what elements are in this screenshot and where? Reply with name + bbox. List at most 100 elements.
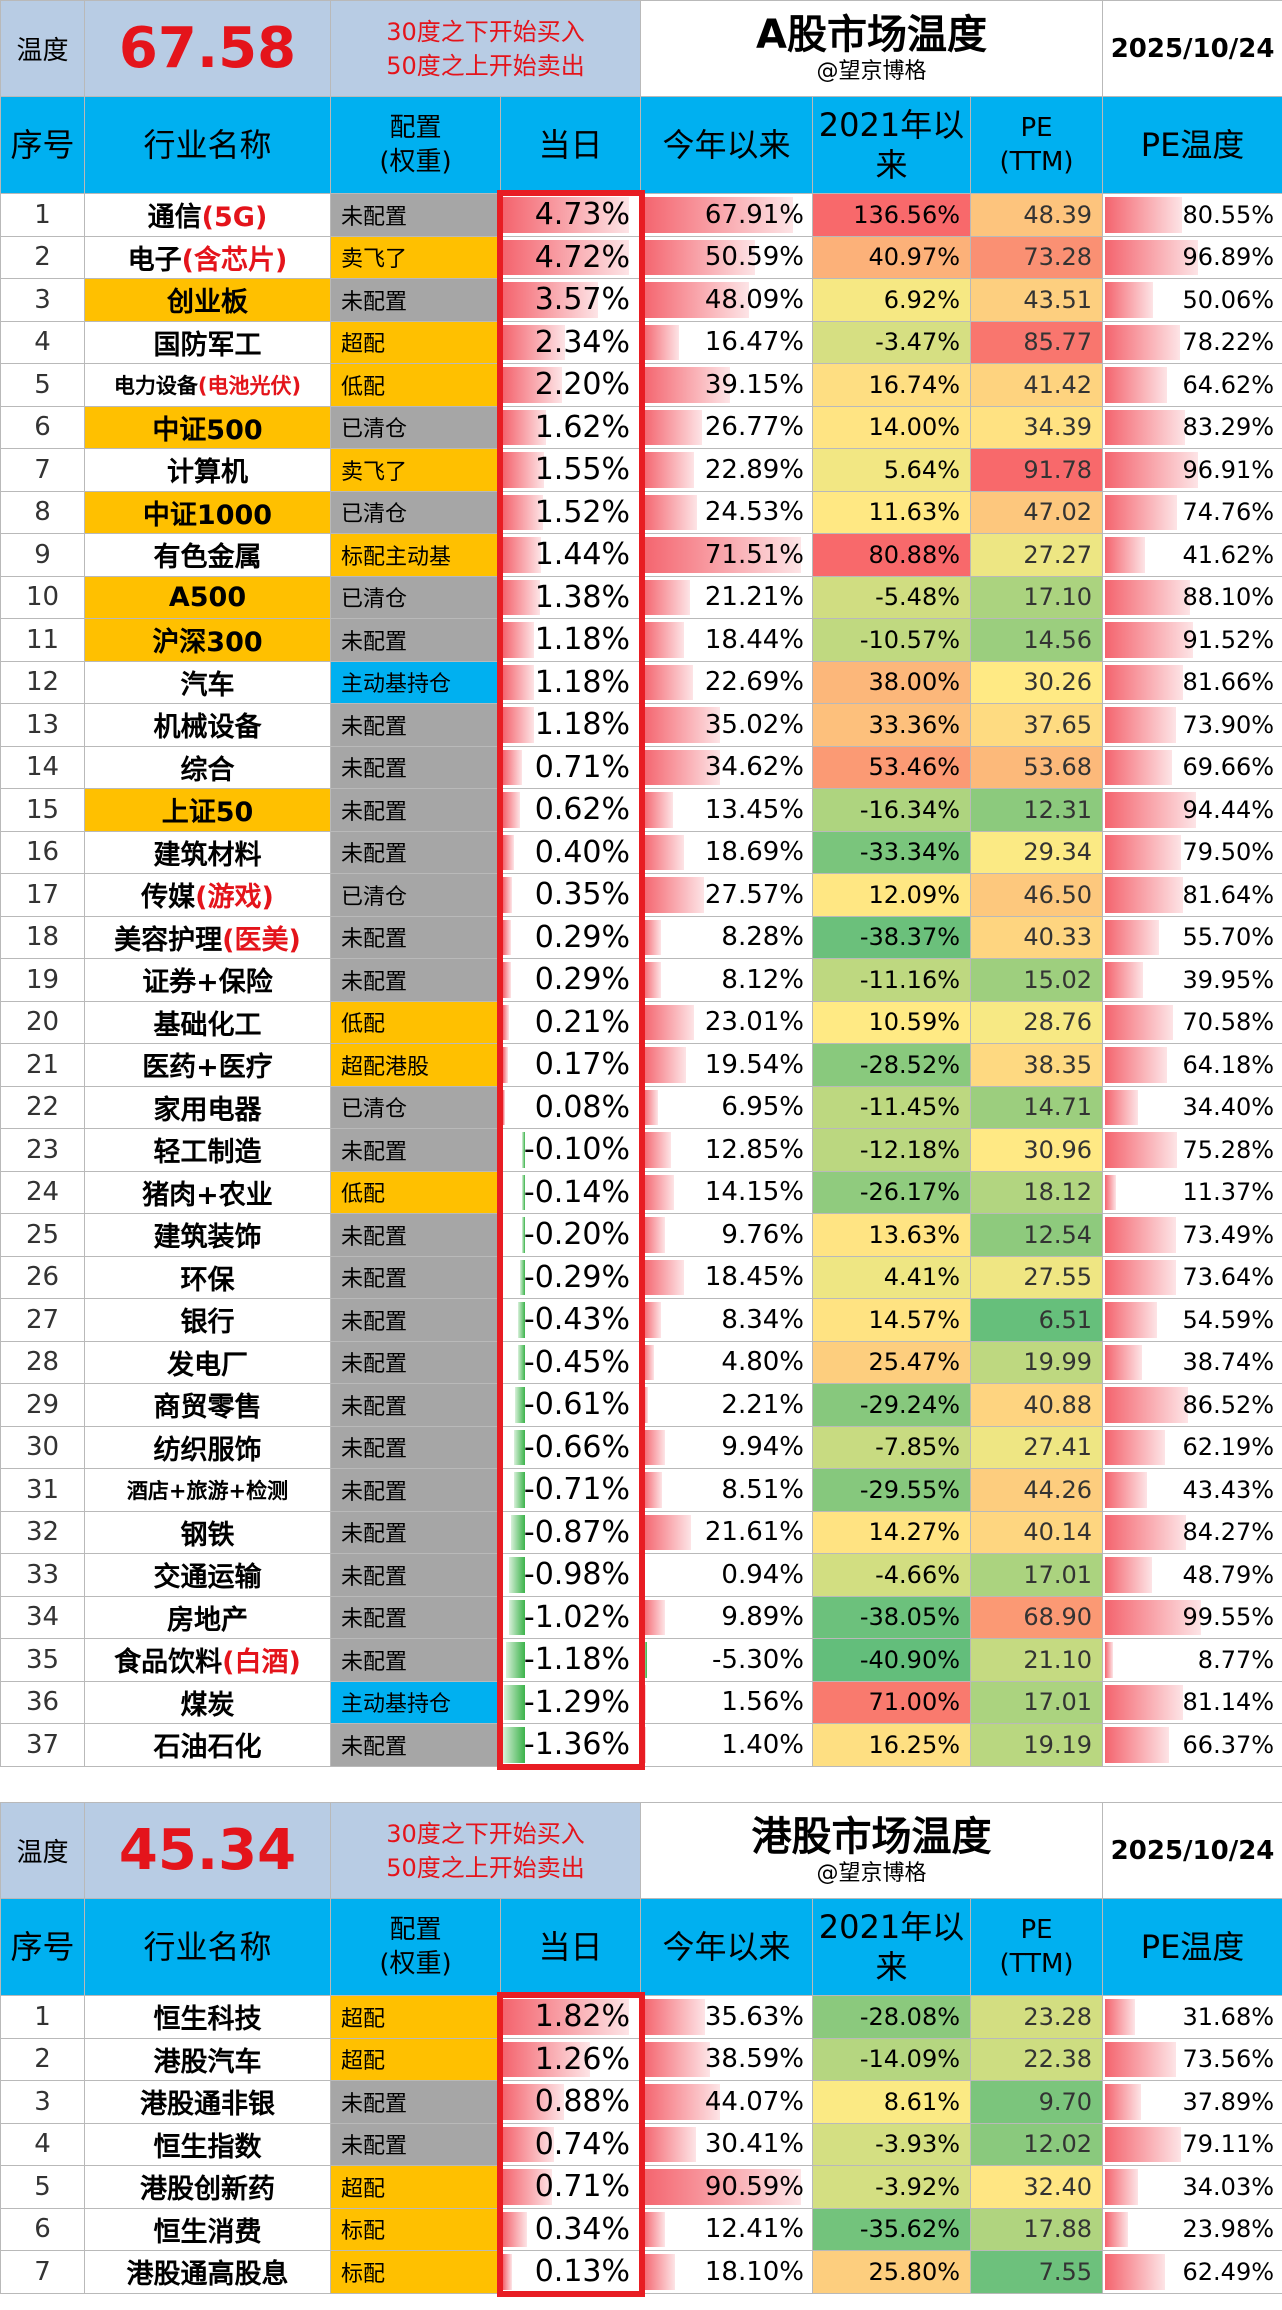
- industry-name: 房地产: [84, 1595, 331, 1639]
- pe-temp-cell: 74.76%: [1102, 490, 1282, 534]
- pe-temp-value: 31.68%: [1182, 2002, 1275, 2031]
- day-change-bar: [503, 452, 545, 488]
- day-change-bar: [503, 579, 540, 615]
- industry-name: A500: [84, 575, 331, 619]
- day-change-value: 0.21%: [534, 1004, 631, 1040]
- day-change-bar: [503, 239, 629, 275]
- header-pe: PE (TTM): [970, 96, 1104, 194]
- header-since-2021: 2021年以来: [812, 96, 972, 194]
- pe-temp-bar: [1105, 877, 1184, 913]
- allocation-cell: 未配置: [330, 788, 501, 832]
- ytd-cell: 18.10%: [640, 2250, 814, 2294]
- industry-name: 沪深300: [84, 618, 331, 662]
- ytd-cell: 9.94%: [640, 1425, 814, 1469]
- ytd-bar: [643, 1642, 648, 1678]
- since-2021-cell: -28.52%: [812, 1043, 972, 1087]
- pe-ttm-cell: 27.41: [970, 1425, 1104, 1469]
- industry-name-text: 计算机: [167, 457, 248, 489]
- pe-temp-value: 74.76%: [1182, 498, 1275, 527]
- pe-temp-bar: [1105, 919, 1159, 955]
- row-index: 17: [0, 873, 85, 917]
- industry-name: 煤炭: [84, 1680, 331, 1724]
- ytd-value: 19.54%: [704, 1049, 805, 1080]
- allocation-cell: 未配置: [330, 1553, 501, 1597]
- pe-temp-bar: [1105, 1642, 1114, 1678]
- pe-temp-cell: 66.37%: [1102, 1723, 1282, 1767]
- day-change-value: 0.62%: [534, 792, 631, 828]
- industry-name: 交通运输: [84, 1553, 331, 1597]
- industry-name-text: 恒生消费: [153, 2216, 262, 2248]
- industry-row: 2 电子(含芯片) 卖飞了 4.72% 50.59% 40.97% 73.28 96.89%: [0, 235, 1282, 279]
- row-index: 4: [0, 320, 85, 364]
- pe-ttm-cell: 17.01: [970, 1680, 1104, 1724]
- day-change-value: 0.08%: [534, 1089, 631, 1125]
- row-index: 5: [0, 363, 85, 407]
- allocation-cell: 未配置: [330, 1425, 501, 1469]
- ytd-value: 67.91%: [704, 199, 805, 230]
- date-text: 2025/10/24: [1102, 0, 1282, 97]
- industry-row: 14 综合 未配置 0.71% 34.62% 53.46% 53.68 69.66%: [0, 745, 1282, 789]
- ytd-bar: [643, 2169, 802, 2205]
- ytd-value: 34.62%: [704, 752, 805, 783]
- pe-ttm-cell: 30.96: [970, 1128, 1104, 1172]
- pe-temp-cell: 43.43%: [1102, 1468, 1282, 1512]
- pe-temp-value: 8.77%: [1197, 1645, 1275, 1674]
- pe-temp-bar: [1105, 197, 1183, 233]
- industry-name: 基础化工: [84, 1000, 331, 1044]
- ytd-value: 1.56%: [721, 1687, 805, 1718]
- industry-row: 4 国防军工 超配 2.34% 16.47% -3.47% 85.77 78.22%: [0, 320, 1282, 364]
- pe-ttm-cell: 91.78: [970, 448, 1104, 492]
- ytd-value: 1.40%: [721, 1729, 805, 1760]
- ytd-value: 12.41%: [704, 2214, 805, 2245]
- pe-temp-bar: [1105, 1557, 1152, 1593]
- pe-temp-value: 23.98%: [1182, 2215, 1275, 2244]
- day-change-cell: 0.29%: [499, 958, 642, 1002]
- pe-temp-bar: [1105, 1472, 1147, 1508]
- industry-name: 通信(5G): [84, 193, 331, 237]
- allocation-cell: 超配: [330, 2165, 501, 2209]
- industry-name-note: (5G): [201, 202, 268, 234]
- since-2021-cell: 11.63%: [812, 490, 972, 534]
- industry-name-text: 机械设备: [153, 712, 262, 744]
- pe-temp-bar: [1105, 749, 1172, 785]
- pe-ttm-cell: 12.54: [970, 1213, 1104, 1257]
- day-change-cell: 0.35%: [499, 873, 642, 917]
- ytd-value: 6.95%: [721, 1092, 805, 1123]
- pe-temp-cell: 79.50%: [1102, 830, 1282, 874]
- header-ytd: 今年以来: [640, 96, 814, 194]
- ytd-bar: [643, 2084, 720, 2120]
- pe-ttm-cell: 34.39: [970, 405, 1104, 449]
- pe-ttm-cell: 44.26: [970, 1468, 1104, 1512]
- day-change-bar: [503, 537, 542, 573]
- day-change-value: 1.52%: [534, 494, 631, 530]
- industry-row: 29 商贸零售 未配置 -0.61% 2.21% -29.24% 40.88 86.52%: [0, 1383, 1282, 1427]
- since-2021-cell: -11.16%: [812, 958, 972, 1002]
- ytd-value: 18.69%: [704, 837, 805, 868]
- since-2021-cell: -33.34%: [812, 830, 972, 874]
- row-index: 22: [0, 1085, 85, 1129]
- day-change-cell: 1.55%: [499, 448, 642, 492]
- ytd-value: 39.15%: [704, 369, 805, 400]
- allocation-cell: 已清仓: [330, 575, 501, 619]
- ytd-cell: 27.57%: [640, 873, 814, 917]
- pe-temp-bar: [1105, 1004, 1173, 1040]
- industry-name-text: 家用电器: [153, 1094, 262, 1126]
- pe-ttm-cell: 17.10: [970, 575, 1104, 619]
- author-text: @望京博格: [816, 58, 927, 84]
- day-change-value: -0.20%: [523, 1217, 631, 1253]
- since-2021-cell: 25.80%: [812, 2250, 972, 2294]
- pe-temp-value: 54.59%: [1182, 1305, 1275, 1334]
- pe-temp-value: 86.52%: [1182, 1390, 1275, 1419]
- pe-temp-value: 73.64%: [1182, 1263, 1275, 1292]
- pe-temp-bar: [1105, 707, 1176, 743]
- pe-temp-bar: [1105, 1344, 1143, 1380]
- since-2021-cell: 10.59%: [812, 1000, 972, 1044]
- allocation-cell: 主动基持仓: [330, 1680, 501, 1724]
- pe-temp-value: 37.89%: [1182, 2087, 1275, 2116]
- day-change-value: 1.44%: [534, 537, 631, 573]
- ytd-bar: [643, 1174, 675, 1210]
- industry-name: 恒生消费: [84, 2207, 331, 2251]
- industry-name: 综合: [84, 745, 331, 789]
- day-change-value: -1.18%: [523, 1642, 631, 1678]
- since-2021-cell: -35.62%: [812, 2207, 972, 2251]
